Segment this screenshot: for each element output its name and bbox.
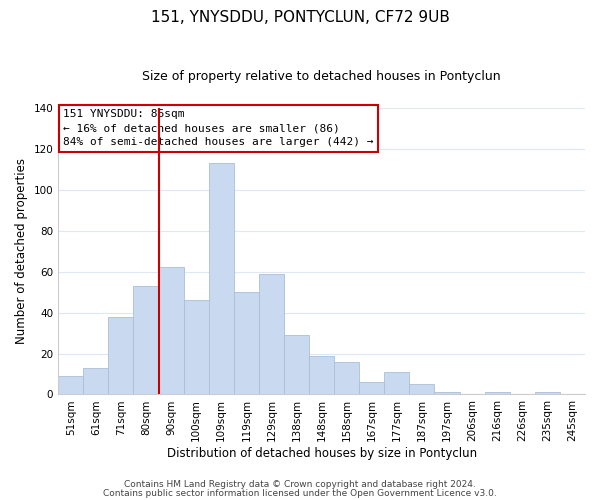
Bar — [409, 384, 434, 394]
Bar — [184, 300, 209, 394]
Bar — [385, 372, 409, 394]
Bar — [259, 274, 284, 394]
Text: Contains public sector information licensed under the Open Government Licence v3: Contains public sector information licen… — [103, 488, 497, 498]
Bar — [83, 368, 109, 394]
Bar — [133, 286, 158, 395]
Bar — [109, 316, 133, 394]
X-axis label: Distribution of detached houses by size in Pontyclun: Distribution of detached houses by size … — [167, 447, 476, 460]
Bar — [359, 382, 385, 394]
Bar — [535, 392, 560, 394]
Text: 151 YNYSDDU: 86sqm
← 16% of detached houses are smaller (86)
84% of semi-detache: 151 YNYSDDU: 86sqm ← 16% of detached hou… — [64, 109, 374, 147]
Title: Size of property relative to detached houses in Pontyclun: Size of property relative to detached ho… — [142, 70, 501, 83]
Bar — [209, 163, 234, 394]
Bar — [485, 392, 510, 394]
Y-axis label: Number of detached properties: Number of detached properties — [15, 158, 28, 344]
Text: 151, YNYSDDU, PONTYCLUN, CF72 9UB: 151, YNYSDDU, PONTYCLUN, CF72 9UB — [151, 10, 449, 25]
Bar — [434, 392, 460, 394]
Bar — [234, 292, 259, 394]
Text: Contains HM Land Registry data © Crown copyright and database right 2024.: Contains HM Land Registry data © Crown c… — [124, 480, 476, 489]
Bar — [334, 362, 359, 394]
Bar — [158, 268, 184, 394]
Bar — [284, 335, 309, 394]
Bar — [58, 376, 83, 394]
Bar — [309, 356, 334, 395]
